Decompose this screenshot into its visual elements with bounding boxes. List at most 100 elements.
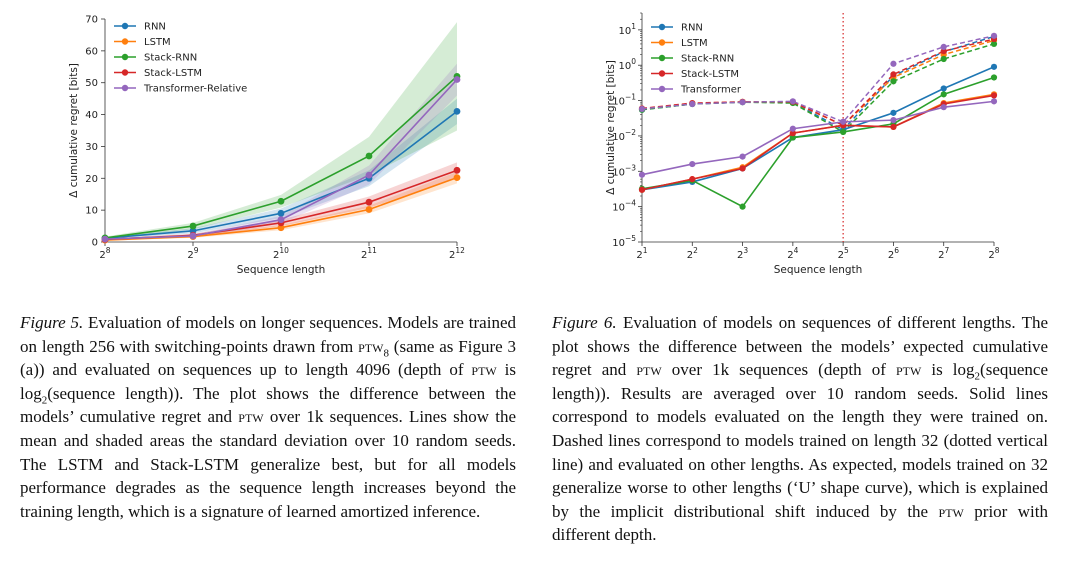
figure-5-label: Figure 5. <box>20 313 84 332</box>
fig6-x-tick-label: 25 <box>838 246 849 261</box>
fig5-x-tick-label: 211 <box>361 246 377 261</box>
fig6-solid-point <box>940 91 947 98</box>
fig6-solid-point <box>890 109 897 116</box>
log-subscript: 2 <box>41 394 48 407</box>
log-subscript: 2 <box>974 370 981 383</box>
fig6-solid-line <box>641 100 995 176</box>
caption-text: (sequence length)). The plot shows the d… <box>20 383 516 427</box>
fig5-y-label: Δ cumulative regret [bits] <box>68 63 80 198</box>
fig5-data-point <box>277 197 285 205</box>
fig5-legend-label: Stack-LSTM <box>144 68 202 79</box>
fig5-std-band <box>105 22 457 240</box>
fig5-data-point <box>189 222 197 230</box>
caption-text: Evaluation of models on sequences of dif… <box>552 313 1048 380</box>
fig5-x-label: Sequence length <box>237 264 326 276</box>
fig6-solid-point <box>638 171 646 178</box>
fig6-solid-point <box>840 118 847 125</box>
fig5-y-tick-label: 50 <box>85 78 98 89</box>
fig6-legend-marker <box>658 39 666 46</box>
fig5-data-point <box>277 209 285 217</box>
fig6-solid-point <box>739 203 746 210</box>
fig6-dashed-point <box>890 78 897 85</box>
fig5-y-tick-label: 40 <box>85 110 98 121</box>
fig6-legend-marker <box>658 85 666 93</box>
fig6-dashed-point <box>689 100 696 108</box>
fig6-y-tick-label: 10−2 <box>612 128 636 143</box>
fig5-data-point <box>453 76 461 83</box>
fig6-solid-point <box>789 125 796 132</box>
fig6-dashed-point <box>739 99 746 106</box>
figure-5-caption: Figure 5. Evaluation of models on longer… <box>20 311 516 523</box>
caption-text: is log <box>921 360 975 380</box>
figure-6-caption: Figure 6. Evaluation of models on sequen… <box>552 311 1048 547</box>
fig6-x-tick-label: 22 <box>687 246 698 261</box>
fig6-legend-marker <box>658 54 666 62</box>
fig6-x-tick-label: 24 <box>787 246 798 261</box>
fig6-solid-point <box>789 130 796 137</box>
fig5-y-tick-label: 70 <box>85 15 98 26</box>
fig6-solid-point <box>638 186 646 193</box>
fig6-x-tick-label: 28 <box>988 246 999 261</box>
fig5-legend-marker <box>121 84 129 92</box>
fig6-y-tick-label: 10−3 <box>612 163 636 178</box>
figure-6-chart: Sequence length Δ cumulative regret [bits… <box>552 0 1052 290</box>
fig5-data-point <box>453 174 461 182</box>
fig6-solid-point <box>990 74 998 81</box>
fig5-data-point <box>365 171 373 179</box>
ptw-term: ptw <box>938 501 964 521</box>
fig6-solid-point <box>990 98 998 105</box>
fig5-legend-label: RNN <box>144 22 166 33</box>
fig6-x-tick-label: 27 <box>938 246 949 261</box>
figure-5-chart: Sequence length Δ cumulative regret [bits… <box>20 0 520 290</box>
ptw-term: ptw <box>636 360 662 380</box>
fig5-y-tick-label: 10 <box>85 206 98 217</box>
fig5-data-point <box>365 206 373 213</box>
fig6-legend-marker <box>658 70 666 77</box>
fig6-dashed-point <box>940 48 947 55</box>
fig6-solid-line <box>641 94 995 191</box>
fig6-solid-line <box>641 76 995 208</box>
fig5-y-tick-label: 20 <box>85 174 98 185</box>
ptw-term: ptw <box>471 360 497 380</box>
fig5-legend-label: LSTM <box>144 37 171 48</box>
fig6-dashed-line <box>641 38 995 127</box>
fig6-solid-point <box>940 104 947 111</box>
fig6-dashed-point <box>638 105 646 113</box>
fig6-dashed-point <box>940 55 947 63</box>
fig6-dashed-point <box>789 98 796 105</box>
fig6-solid-point <box>890 117 897 124</box>
fig5-y-tick-label: 30 <box>85 142 98 153</box>
fig5-std-band <box>105 63 457 240</box>
fig5-data-point <box>365 152 373 160</box>
fig5-legend-marker <box>121 69 129 76</box>
fig5-x-tick-label: 210 <box>273 246 289 261</box>
fig6-y-tick-label: 10−5 <box>612 234 636 249</box>
fig5-legend-label: Stack-RNN <box>144 53 197 64</box>
fig6-solid-point <box>689 160 696 168</box>
fig6-solid-point <box>840 128 847 136</box>
fig5-data-point <box>101 235 109 243</box>
fig6-solid-point <box>890 123 897 131</box>
fig5-data-point <box>365 198 373 206</box>
fig6-y-tick-label: 101 <box>618 22 636 37</box>
fig5-data-point <box>453 107 461 115</box>
fig6-solid-point <box>990 63 998 70</box>
fig5-legend-label: Transformer-Relative <box>143 84 247 95</box>
ptw-term: ptw <box>358 336 384 356</box>
figure-6-svg: Sequence length Δ cumulative regret [bits… <box>605 12 1000 276</box>
fig5-data-point <box>189 232 197 240</box>
fig5-legend-marker <box>121 22 129 30</box>
fig5-data-point <box>277 216 285 224</box>
fig6-y-tick-label: 10−4 <box>612 199 636 214</box>
figure-5-svg: Sequence length Δ cumulative regret [bits… <box>68 15 465 277</box>
ptw-term: ptw <box>238 407 264 427</box>
fig5-data-point <box>453 166 461 174</box>
fig5-y-tick-label: 0 <box>92 238 98 249</box>
fig6-x-label: Sequence length <box>774 264 863 276</box>
caption-text: (sequence length)). Results are averaged… <box>552 360 1049 521</box>
fig6-legend-label: Stack-LSTM <box>681 69 739 80</box>
fig6-solid-point <box>940 85 947 92</box>
caption-text: is log <box>20 360 516 403</box>
fig6-dashed-point <box>890 60 897 67</box>
fig5-x-tick-label: 29 <box>187 246 198 261</box>
